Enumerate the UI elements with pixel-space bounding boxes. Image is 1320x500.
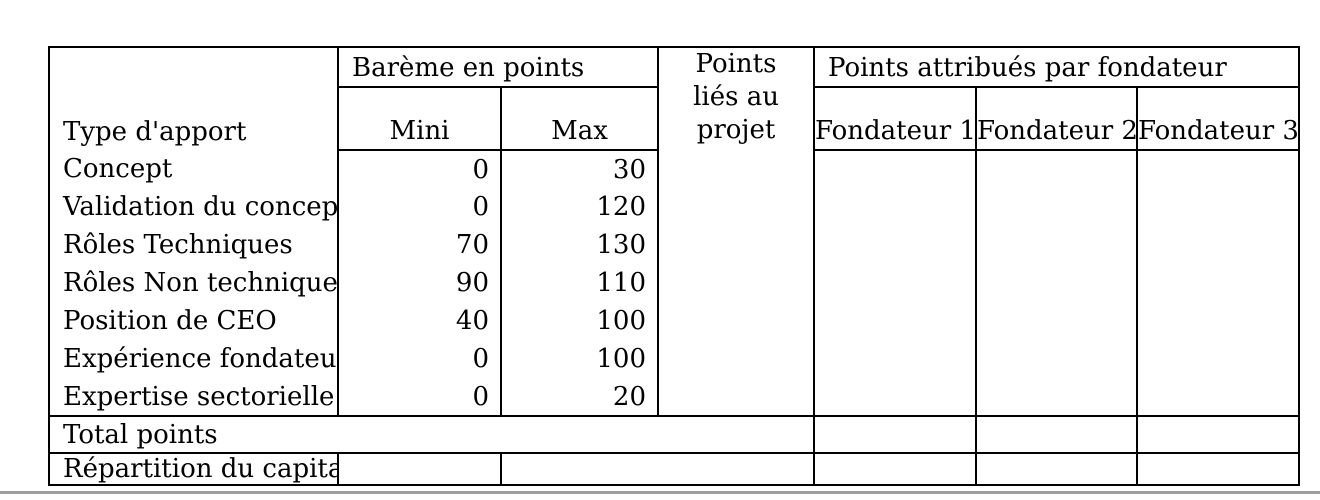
total-row: Total points xyxy=(49,415,1300,453)
mini-value: 70 xyxy=(338,226,502,264)
table-row: Expertise sectorielle 0 20 xyxy=(49,378,1299,416)
points-allocation-table: Type d'apport Barème en points Points lié… xyxy=(48,46,1301,486)
cell-fondateur-1[interactable] xyxy=(814,226,977,264)
cell-fondateur-2[interactable] xyxy=(976,264,1138,302)
cell-points-projet[interactable] xyxy=(658,226,815,264)
repartition-fondateur-1[interactable] xyxy=(814,452,977,485)
header-group-bareme: Barème en points xyxy=(338,47,659,88)
total-fondateur-3[interactable] xyxy=(1137,415,1300,453)
header-mini: Mini xyxy=(338,86,502,152)
row-label: Concept xyxy=(49,150,339,188)
bottom-cut-line xyxy=(0,491,1320,494)
max-value: 100 xyxy=(501,340,659,378)
row-label: Expérience fondateur xyxy=(49,340,339,378)
cell-points-projet[interactable] xyxy=(658,302,815,340)
table-row: Rôles Non techniques 90 110 xyxy=(49,264,1299,302)
cell-points-projet[interactable] xyxy=(658,150,815,188)
cell-fondateur-1[interactable] xyxy=(814,340,977,378)
table-row: Concept 0 30 xyxy=(49,150,1299,188)
cell-fondateur-3[interactable] xyxy=(1137,378,1299,416)
repartition-row: Répartition du capital xyxy=(49,452,1300,485)
repartition-label: Répartition du capital xyxy=(49,452,339,485)
cell-fondateur-3[interactable] xyxy=(1137,188,1299,226)
cell-fondateur-1[interactable] xyxy=(814,302,977,340)
cell-fondateur-3[interactable] xyxy=(1137,150,1299,188)
repartition-fondateur-3[interactable] xyxy=(1137,452,1300,485)
cell-points-projet[interactable] xyxy=(658,378,815,416)
table-row: Expérience fondateur 0 100 xyxy=(49,340,1299,378)
header-group-fondateur: Points attribués par fondateur xyxy=(814,47,1300,88)
table-row: Position de CEO 40 100 xyxy=(49,302,1299,340)
header-points-projet: Points liés au projet xyxy=(658,47,815,150)
max-value: 120 xyxy=(501,188,659,226)
repartition-merged-cell[interactable] xyxy=(501,452,815,485)
cell-fondateur-1[interactable] xyxy=(814,150,977,188)
header-fondateur-2: Fondateur 2 xyxy=(976,86,1138,152)
cell-fondateur-3[interactable] xyxy=(1137,340,1299,378)
mini-value: 0 xyxy=(338,340,502,378)
max-value: 30 xyxy=(501,150,659,188)
max-value: 20 xyxy=(501,378,659,416)
header-type-apport: Type d'apport xyxy=(49,47,339,150)
total-label: Total points xyxy=(49,415,815,453)
row-label: Rôles Non techniques xyxy=(49,264,339,302)
cell-fondateur-2[interactable] xyxy=(976,188,1138,226)
cell-fondateur-2[interactable] xyxy=(976,226,1138,264)
cell-fondateur-1[interactable] xyxy=(814,378,977,416)
header-points-projet-text: Points liés au projet xyxy=(693,49,779,145)
repartition-fondateur-2[interactable] xyxy=(976,452,1138,485)
header-fondateur-3: Fondateur 3 xyxy=(1137,86,1300,152)
repartition-mini-cell[interactable] xyxy=(338,452,502,485)
max-value: 110 xyxy=(501,264,659,302)
max-value: 130 xyxy=(501,226,659,264)
table-row: Rôles Techniques 70 130 xyxy=(49,226,1299,264)
cell-fondateur-2[interactable] xyxy=(976,340,1138,378)
mini-value: 40 xyxy=(338,302,502,340)
cell-points-projet[interactable] xyxy=(658,340,815,378)
table-row: Validation du concept 0 120 xyxy=(49,188,1299,226)
mini-value: 0 xyxy=(338,188,502,226)
cell-points-projet[interactable] xyxy=(658,188,815,226)
cell-fondateur-2[interactable] xyxy=(976,150,1138,188)
cell-fondateur-1[interactable] xyxy=(814,188,977,226)
cell-fondateur-1[interactable] xyxy=(814,264,977,302)
header-max: Max xyxy=(501,86,659,152)
row-label: Expertise sectorielle xyxy=(49,378,339,416)
mini-value: 0 xyxy=(338,378,502,416)
mini-value: 0 xyxy=(338,150,502,188)
cell-fondateur-2[interactable] xyxy=(976,378,1138,416)
row-label: Position de CEO xyxy=(49,302,339,340)
cell-fondateur-3[interactable] xyxy=(1137,302,1299,340)
cell-fondateur-3[interactable] xyxy=(1137,264,1299,302)
row-label: Rôles Techniques xyxy=(49,226,339,264)
header-fondateur-1: Fondateur 1 xyxy=(814,86,977,152)
max-value: 100 xyxy=(501,302,659,340)
cell-fondateur-2[interactable] xyxy=(976,302,1138,340)
total-fondateur-2[interactable] xyxy=(976,415,1138,453)
mini-value: 90 xyxy=(338,264,502,302)
cell-points-projet[interactable] xyxy=(658,264,815,302)
cell-fondateur-3[interactable] xyxy=(1137,226,1299,264)
row-label: Validation du concept xyxy=(49,188,339,226)
total-fondateur-1[interactable] xyxy=(814,415,977,453)
